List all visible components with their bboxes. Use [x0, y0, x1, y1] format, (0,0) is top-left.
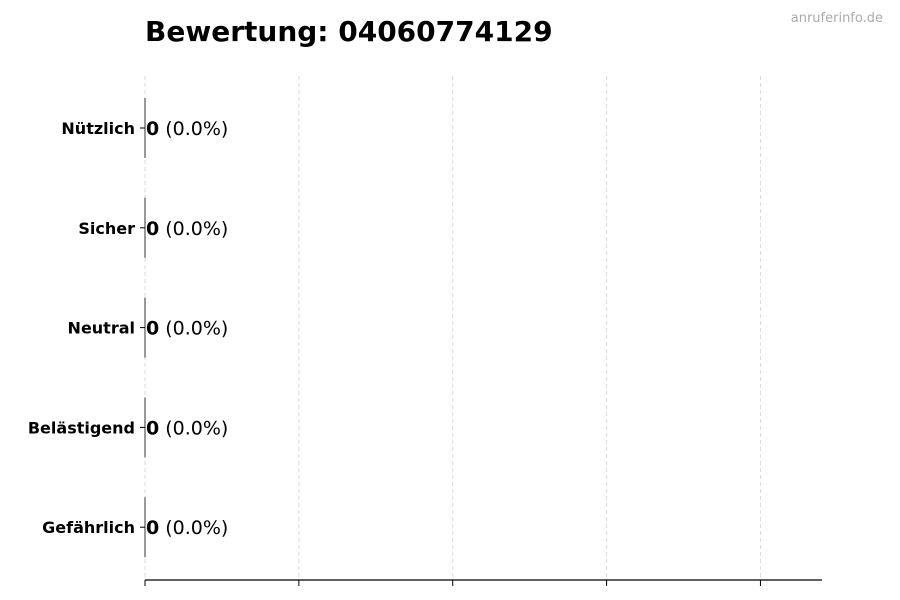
- value-count: 0: [146, 218, 159, 240]
- value-count: 0: [146, 517, 159, 539]
- value-label: 0 (0.0%): [146, 318, 228, 340]
- value-percent: (0.0%): [165, 318, 228, 340]
- value-label: 0 (0.0%): [146, 517, 228, 539]
- category-label: Belästigend: [28, 418, 135, 437]
- value-label: 0 (0.0%): [146, 417, 228, 439]
- value-percent: (0.0%): [165, 118, 228, 140]
- chart-title: Bewertung: 04060774129: [145, 15, 553, 48]
- category-label: Neutral: [68, 319, 135, 338]
- category-label: Nützlich: [61, 119, 135, 138]
- value-percent: (0.0%): [165, 517, 228, 539]
- value-count: 0: [146, 318, 159, 340]
- watermark: anruferinfo.de: [791, 11, 883, 26]
- category-label: Sicher: [78, 219, 135, 238]
- value-label: 0 (0.0%): [146, 118, 228, 140]
- value-label: 0 (0.0%): [146, 218, 228, 240]
- value-percent: (0.0%): [165, 417, 228, 439]
- value-count: 0: [146, 118, 159, 140]
- value-count: 0: [146, 417, 159, 439]
- value-percent: (0.0%): [165, 218, 228, 240]
- category-label: Gefährlich: [42, 518, 135, 537]
